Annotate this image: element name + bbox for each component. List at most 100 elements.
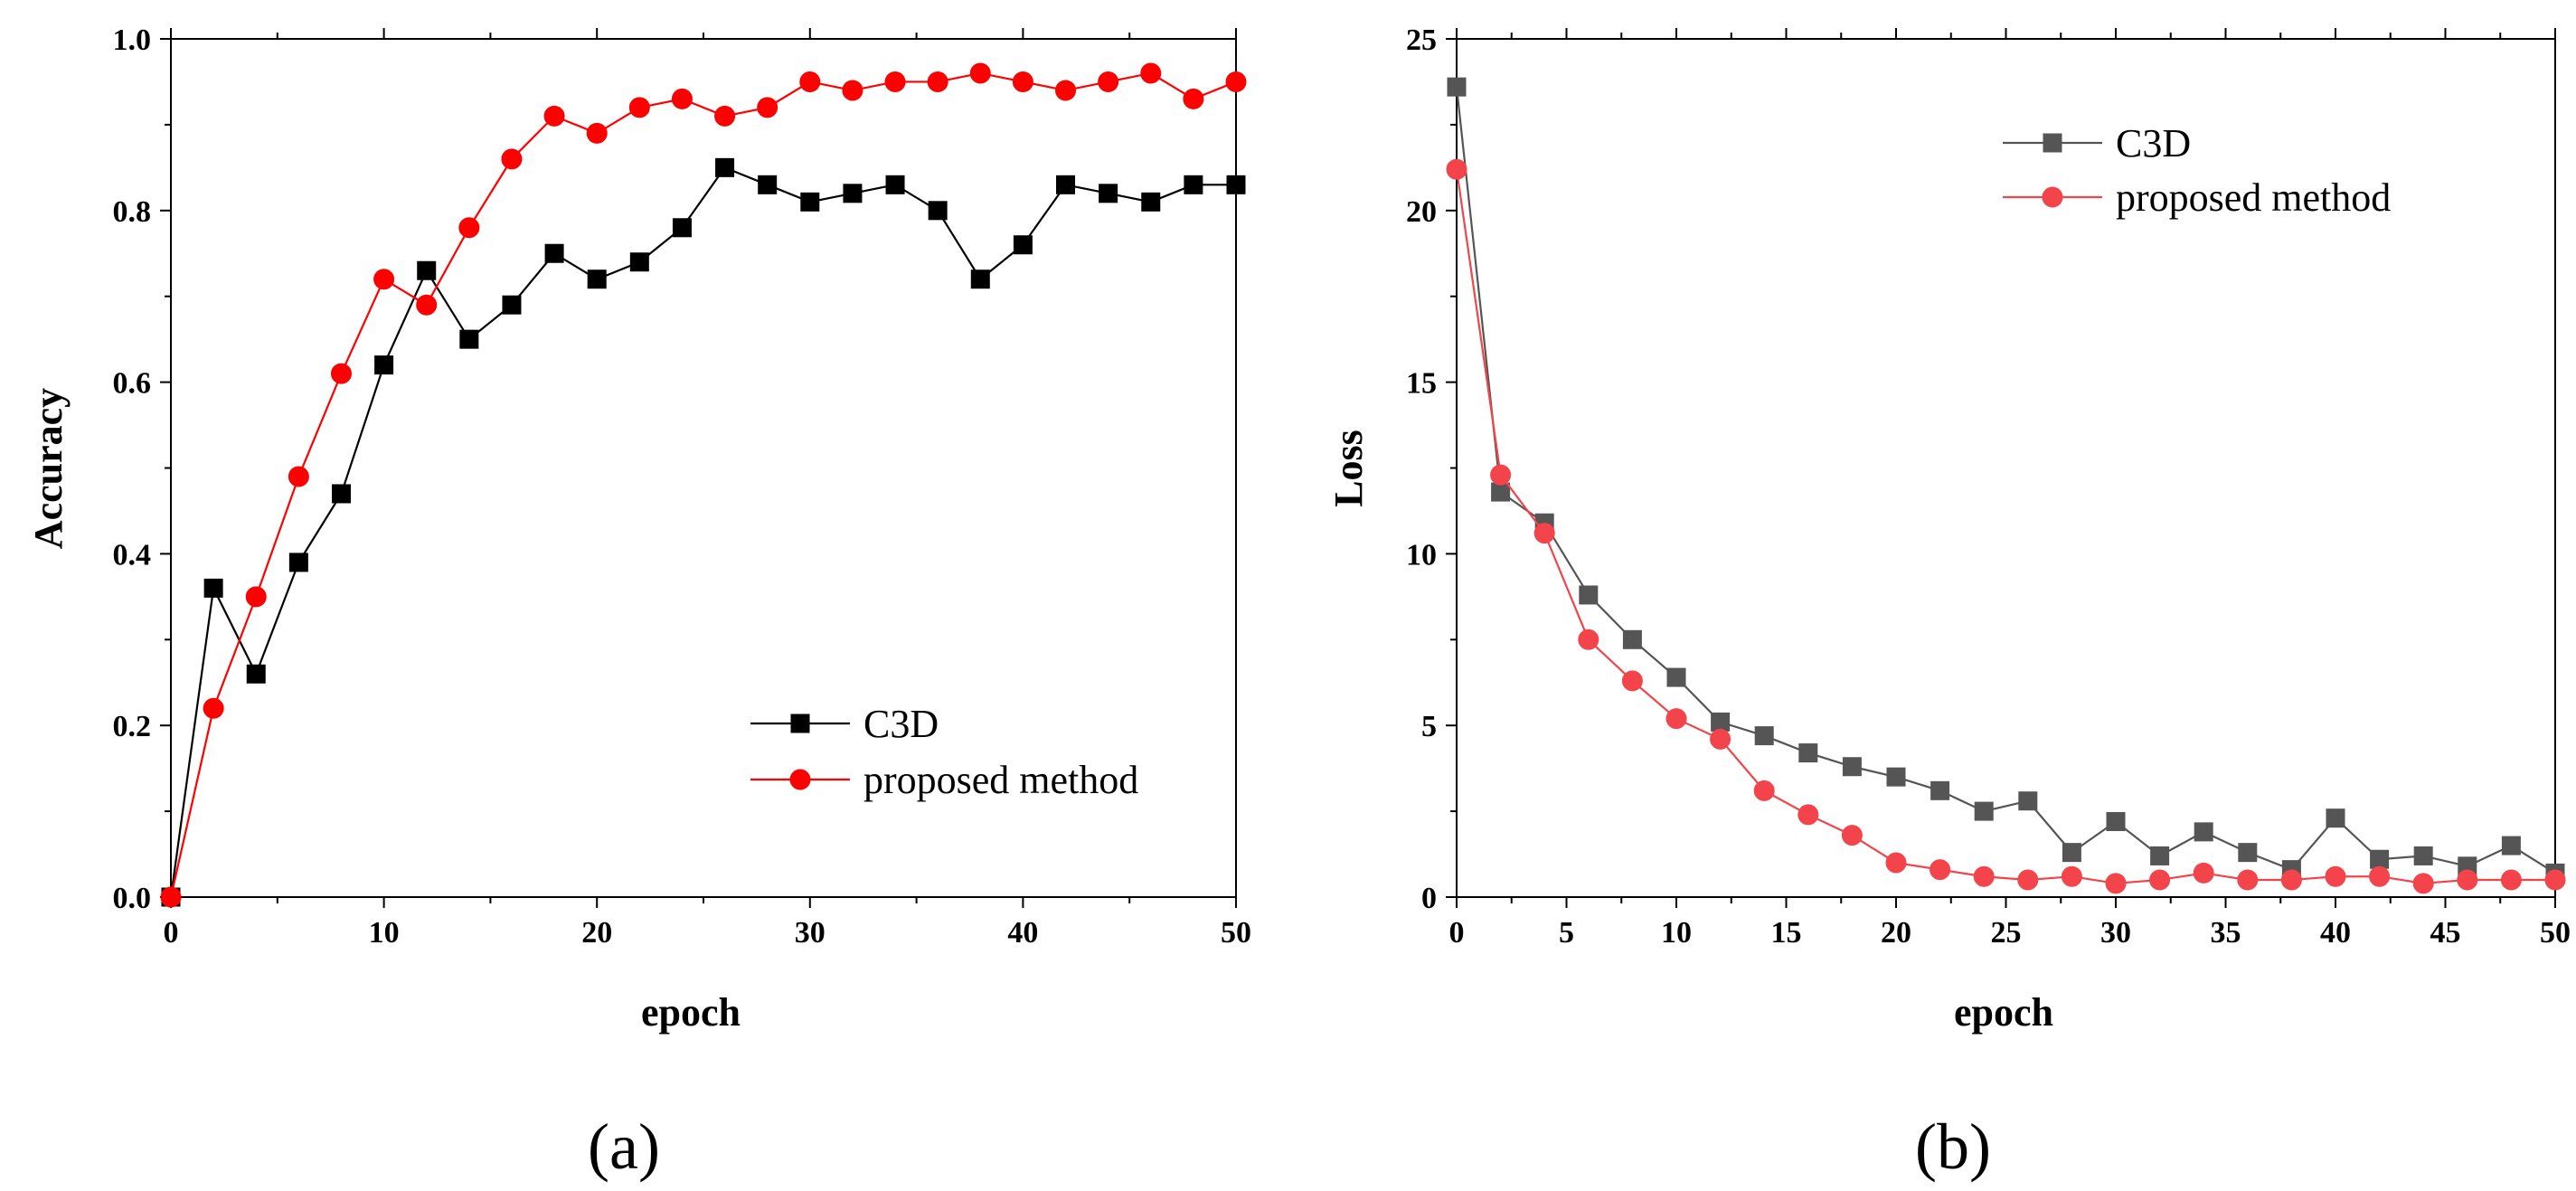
data-point (759, 175, 777, 194)
legend: C3D proposed method (2003, 121, 2391, 220)
data-point (1712, 713, 1730, 731)
data-point (1711, 729, 1731, 749)
data-point (928, 71, 948, 91)
data-point (630, 253, 648, 271)
data-point (1623, 630, 1641, 648)
series-c3d (1448, 78, 2564, 882)
data-point (715, 106, 735, 126)
data-point (2062, 844, 2081, 862)
y-tick-label: 0.0 (113, 882, 152, 915)
y-tick-label: 0.2 (113, 710, 152, 743)
data-point (1887, 768, 1905, 786)
data-point (204, 579, 222, 597)
data-point (332, 485, 350, 503)
data-point (161, 887, 181, 907)
panel-label-b: (b) (1915, 1111, 1991, 1183)
data-point (1975, 802, 1993, 820)
data-point (331, 364, 351, 383)
y-tick-label: 0.6 (113, 367, 152, 401)
data-point (1754, 780, 1774, 800)
data-point (886, 175, 904, 194)
legend-marker (2043, 134, 2062, 152)
data-point (374, 269, 394, 289)
y-tick-label: 1.0 (113, 24, 152, 57)
data-point (2502, 837, 2520, 855)
data-point (885, 71, 905, 91)
data-point (800, 71, 820, 91)
data-point (544, 106, 564, 126)
data-point (2194, 863, 2213, 883)
legend-marker (790, 770, 810, 789)
data-point (843, 80, 863, 100)
data-point (1226, 71, 1246, 91)
data-point (2545, 870, 2565, 890)
data-point (844, 184, 862, 203)
x-tick-label: 15 (1771, 916, 1802, 950)
x-tick-label: 0 (164, 916, 179, 950)
data-point (2151, 846, 2169, 865)
chart-panel-a: 0 10 20 30 40 50 0.0 0.2 0.4 0.6 0.8 1.0 epoch Accura… (26, 24, 1251, 1183)
data-point (588, 270, 606, 288)
data-point (247, 665, 265, 683)
data-point (2371, 850, 2389, 868)
data-point (375, 356, 393, 374)
data-point (2458, 870, 2477, 890)
data-point (1057, 175, 1075, 194)
data-point (1974, 866, 1994, 886)
data-point (2326, 866, 2345, 886)
data-point (1930, 860, 1950, 880)
x-axis-title: epoch (641, 990, 741, 1035)
legend-marker (791, 714, 809, 733)
data-point (587, 123, 607, 143)
data-point (970, 63, 990, 83)
legend-label: C3D (863, 702, 939, 746)
data-point (2062, 866, 2081, 886)
data-point (289, 553, 307, 572)
x-tick-label: 30 (2100, 916, 2131, 950)
data-point (1013, 71, 1033, 91)
data-point (1799, 744, 1817, 762)
data-point (1014, 236, 1032, 254)
data-point (1622, 671, 1642, 691)
data-point (1842, 826, 1862, 846)
legend-marker (2043, 187, 2062, 207)
data-point (460, 330, 478, 348)
data-point (1931, 781, 1949, 799)
data-point (2194, 823, 2213, 841)
x-tick-label: 45 (2430, 916, 2461, 950)
data-point (1099, 71, 1118, 91)
series-proposed-method (1447, 159, 2565, 893)
y-tick-label: 0.4 (113, 538, 152, 572)
data-point (417, 295, 437, 315)
data-point (2106, 874, 2126, 893)
data-point (2414, 846, 2432, 865)
x-tick-label: 10 (1661, 916, 1692, 950)
x-axis-title: epoch (1954, 990, 2053, 1035)
data-point (203, 698, 223, 718)
legend-label: C3D (2116, 121, 2191, 165)
data-point (503, 296, 521, 314)
x-tick-label: 25 (1991, 916, 2022, 950)
data-point (1579, 629, 1599, 649)
data-point (1099, 184, 1118, 203)
data-point (1227, 175, 1245, 194)
y-tick-label: 15 (1406, 367, 1437, 401)
data-point (929, 202, 947, 220)
data-point (2150, 870, 2170, 890)
data-point (1667, 668, 1685, 686)
data-point (1492, 483, 1510, 501)
panel-label-a: (a) (588, 1111, 660, 1183)
y-axis-title: Accuracy (26, 388, 71, 549)
data-point (758, 98, 778, 118)
x-tick-label: 20 (581, 916, 612, 950)
data-point (1056, 80, 1076, 100)
data-point (2019, 792, 2037, 810)
data-point (1142, 193, 1160, 211)
data-point (971, 270, 989, 288)
data-point (2281, 870, 2301, 890)
data-point (801, 193, 819, 211)
series-line (1457, 169, 2555, 884)
legend: C3D proposed method (750, 702, 1138, 802)
data-point (2501, 870, 2521, 890)
